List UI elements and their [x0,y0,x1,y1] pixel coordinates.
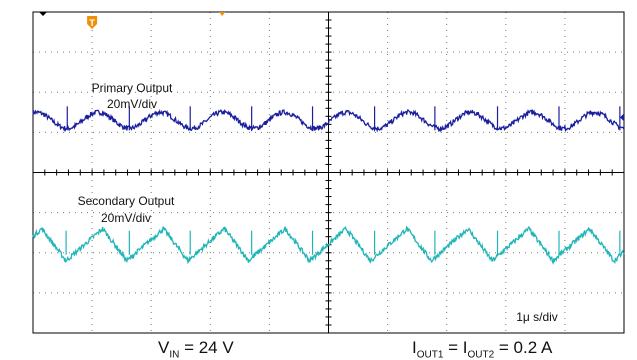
iout-value: = 0.2 A [494,338,553,357]
trigger-marker-icon [87,16,98,29]
primary-scale-label: 20mV/div [107,97,157,111]
timebase-label: 1μ s/div [516,310,558,324]
graticule [32,11,625,334]
iout2-subscript: OUT2 [467,349,495,360]
vin-symbol: V [158,338,170,357]
iout-caption: IOUT1 = IOUT2 = 0.2 A [412,338,552,360]
primary-output-trace [32,108,625,133]
markers: T [39,12,624,122]
secondary-scale-label: 20mV/div [101,211,151,225]
secondary-output-trace [32,225,625,266]
iout1-symbol: I [412,338,417,357]
secondary-output-label: Secondary Output [78,194,175,208]
channel-ref-arrow-icon [39,12,47,16]
traces [32,106,625,266]
primary-output-label: Primary Output [92,81,173,95]
iout2-symbol: I [462,338,468,357]
vin-value: = 24 V [179,338,234,357]
graticule-frame [32,11,625,334]
vin-caption: VIN = 24 V [158,338,234,360]
primary-channel-indicator-icon [620,113,624,122]
vin-subscript: IN [169,349,180,360]
iout-equals: = [443,338,463,357]
trigger-position-icon [219,12,226,16]
iout1-subscript: OUT1 [416,349,444,360]
trigger-marker-label: T [89,18,95,28]
